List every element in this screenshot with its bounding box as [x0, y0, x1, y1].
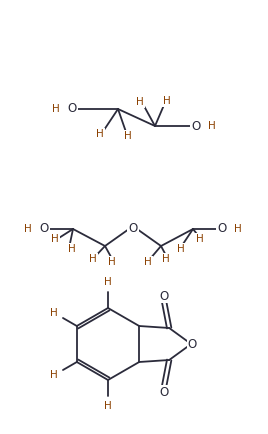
Text: H: H: [52, 104, 60, 114]
Text: H: H: [50, 370, 58, 380]
Text: H: H: [162, 254, 170, 264]
Text: H: H: [24, 224, 32, 234]
Text: O: O: [188, 338, 197, 351]
Text: O: O: [191, 119, 201, 132]
Text: H: H: [96, 129, 104, 139]
Text: H: H: [89, 254, 97, 264]
Text: H: H: [196, 234, 204, 244]
Text: H: H: [108, 257, 116, 267]
Text: O: O: [67, 102, 77, 115]
Text: H: H: [51, 234, 59, 244]
Text: H: H: [208, 121, 216, 131]
Text: H: H: [136, 97, 144, 107]
Text: H: H: [104, 401, 112, 411]
Text: H: H: [50, 308, 58, 318]
Text: O: O: [217, 223, 227, 236]
Text: O: O: [39, 223, 49, 236]
Text: H: H: [124, 131, 132, 141]
Text: H: H: [234, 224, 242, 234]
Text: O: O: [159, 289, 169, 302]
Text: H: H: [177, 244, 185, 254]
Text: O: O: [128, 223, 138, 236]
Text: H: H: [68, 244, 76, 254]
Text: H: H: [163, 96, 171, 106]
Text: O: O: [159, 385, 169, 398]
Text: H: H: [104, 277, 112, 287]
Text: H: H: [144, 257, 152, 267]
